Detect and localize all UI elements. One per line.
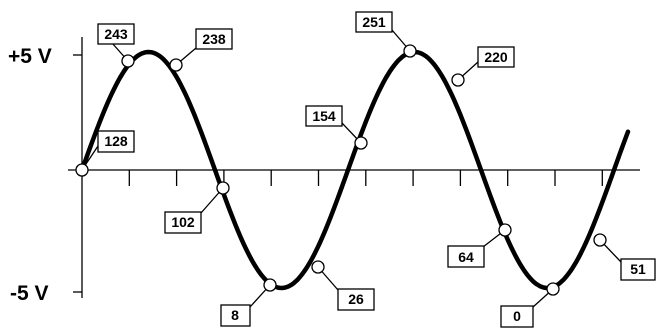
sample-point — [121, 54, 135, 68]
callout-7: 251 — [355, 11, 411, 52]
callout-9: 64 — [447, 229, 506, 268]
sample-label-box — [195, 28, 233, 50]
callout-11: 51 — [599, 239, 656, 281]
sample-value: 51 — [630, 261, 646, 277]
sample-point — [75, 163, 89, 177]
sample-label-box — [477, 46, 515, 68]
sine-waveform — [79, 49, 631, 291]
sample-value: 128 — [104, 133, 128, 149]
sample-value: 8 — [231, 307, 239, 323]
sample-point — [546, 282, 560, 296]
axes — [68, 37, 640, 298]
callout-10: 0 — [500, 288, 554, 328]
sample-point — [498, 223, 512, 237]
callout-0: 128 — [81, 130, 135, 171]
sample-point — [216, 181, 230, 195]
sample-label-box — [447, 245, 485, 268]
sample-point — [169, 58, 183, 72]
sample-markers — [75, 44, 607, 296]
sample-label-box — [164, 211, 202, 234]
callout-3: 102 — [164, 187, 224, 234]
callout-5: 26 — [317, 266, 375, 311]
callout-2: 238 — [175, 28, 233, 66]
x-axis-ticks — [128, 170, 603, 186]
sample-point — [311, 260, 325, 274]
sample-label-box — [305, 105, 343, 127]
sample-point — [263, 278, 277, 292]
sample-label-box — [97, 23, 135, 45]
sample-label-box — [620, 258, 656, 281]
sample-label-box — [220, 304, 251, 327]
sample-value: 154 — [312, 108, 336, 124]
sample-point — [354, 136, 368, 150]
sample-value: 220 — [484, 49, 508, 65]
sample-value: 251 — [362, 14, 386, 30]
y-label-bottom: -5 V — [10, 282, 49, 305]
sample-value: 102 — [171, 214, 195, 230]
callout-8: 220 — [457, 46, 515, 81]
sample-label-box — [97, 130, 135, 153]
sample-value: 0 — [513, 308, 521, 324]
sample-value: 64 — [458, 249, 474, 265]
sample-point — [593, 233, 607, 247]
sample-value: 238 — [202, 31, 226, 47]
callout-6: 154 — [305, 105, 362, 144]
sample-value: 243 — [104, 26, 128, 42]
y-label-top: +5 V — [8, 45, 52, 68]
sample-point — [403, 44, 417, 58]
callout-4: 8 — [220, 284, 271, 327]
sample-label-box — [337, 288, 375, 311]
sample-label-box — [500, 305, 534, 328]
sample-value: 26 — [348, 291, 364, 307]
sample-point — [451, 73, 465, 87]
sample-label-box — [355, 11, 393, 33]
